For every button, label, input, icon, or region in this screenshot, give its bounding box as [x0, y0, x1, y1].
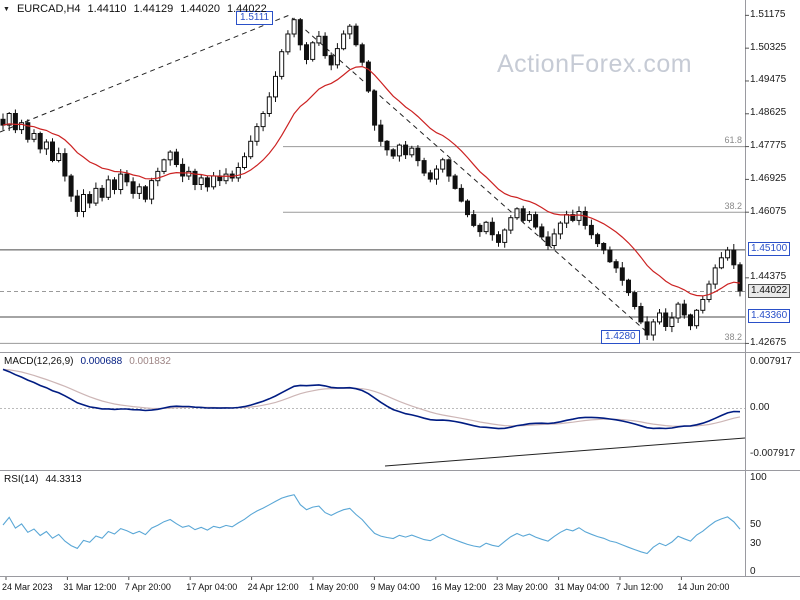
low-price-annotation[interactable]: 1.4280 [601, 330, 640, 344]
time-axis-label: 17 Apr 04:00 [186, 582, 238, 592]
time-axis-label: 14 Jun 20:00 [677, 582, 730, 592]
macd-indicator-label: MACD(12,26,9) 0.000688 0.001832 [4, 356, 171, 367]
time-axis[interactable]: 24 Mar 2023 31 Mar 12:00 7 Apr 20:00 17 Apr… [0, 580, 800, 600]
price-axis-tick: 1.44375 [750, 271, 787, 283]
price-axis-tick: 1.47775 [750, 140, 787, 152]
ohlc-low: 1.44020 [180, 3, 220, 15]
price-axis-tick: 1.46925 [750, 172, 787, 184]
price-level-box: 1.45100 [748, 242, 791, 257]
rsi-axis-label: 50 [750, 518, 762, 530]
fib-level-label: 61.8 [724, 135, 742, 146]
rsi-axis-label: 100 [750, 471, 767, 483]
symbol-ohlc-header: ▼ EURCAD,H4 1.44110 1.44129 1.44020 1.44… [3, 3, 267, 15]
time-axis-label: 1 May 20:00 [309, 582, 359, 592]
macd-name: MACD(12,26,9) [4, 356, 74, 367]
time-axis-label: 7 Jun 12:00 [616, 582, 664, 592]
macd-axis-label: 0.00 [750, 401, 770, 413]
price-axis-tick: 1.46075 [750, 205, 787, 217]
price-axis-tick: 1.49475 [750, 74, 787, 86]
time-axis-label: 24 Mar 2023 [2, 582, 53, 592]
time-axis-label: 31 Mar 12:00 [63, 582, 117, 592]
macd-value-signal: 0.001832 [129, 356, 171, 367]
price-axis-tick: 1.48625 [750, 107, 787, 119]
rsi-name: RSI(14) [4, 474, 39, 485]
price-level-box: 1.44022 [748, 283, 791, 298]
macd-axis-label: -0.007917 [750, 447, 796, 459]
rsi-axis-label: 30 [750, 537, 762, 549]
symbol-marker-icon: ▼ [3, 5, 10, 13]
peak-price-annotation[interactable]: 1.5111 [236, 11, 274, 25]
fib-level-label: 38.2 [724, 331, 742, 342]
time-axis-label: 7 Apr 20:00 [124, 582, 171, 592]
rsi-value: 44.3313 [45, 474, 82, 485]
price-axis-tick: 1.50325 [750, 41, 787, 53]
time-axis-label: 9 May 04:00 [370, 582, 420, 592]
time-axis-label: 31 May 04:00 [554, 582, 610, 592]
price-axis[interactable]: 1.51175 1.50325 1.49475 1.48625 1.47775 1.469… [747, 0, 800, 577]
time-axis-label: 24 Apr 12:00 [247, 582, 299, 592]
ohlc-high: 1.44129 [133, 3, 174, 15]
symbol-period-label: EURCAD,H4 [16, 3, 81, 15]
macd-axis-label: 0.007917 [750, 356, 792, 368]
watermark: ActionForex.com [497, 50, 693, 78]
ohlc-close: 1.44022 [227, 3, 267, 15]
ohlc-open: 1.44110 [87, 3, 127, 15]
price-axis-tick: 1.51175 [750, 8, 786, 20]
price-axis-tick: 1.42675 [750, 336, 787, 348]
rsi-axis-label: 0 [750, 565, 756, 577]
price-level-box: 1.43360 [748, 309, 791, 324]
fib-level-label: 38.2 [724, 200, 742, 211]
time-axis-label: 23 May 20:00 [493, 582, 548, 592]
rsi-indicator-label: RSI(14) 44.3313 [4, 474, 82, 485]
time-axis-label: 16 May 12:00 [431, 582, 487, 592]
macd-value-main: 0.000688 [80, 356, 123, 367]
